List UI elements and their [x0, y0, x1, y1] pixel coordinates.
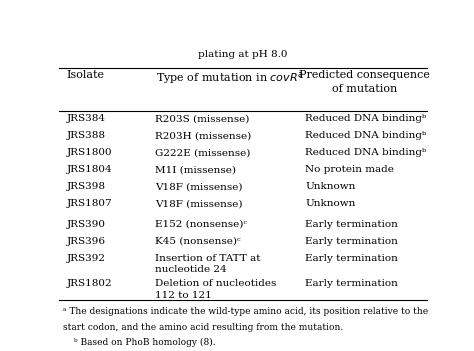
- Text: plating at pH 8.0: plating at pH 8.0: [198, 50, 288, 59]
- Text: JRS384: JRS384: [66, 114, 106, 123]
- Text: JRS392: JRS392: [66, 254, 106, 263]
- Text: Type of mutation in $\it{covR}$$^{a}$: Type of mutation in $\it{covR}$$^{a}$: [156, 71, 304, 86]
- Text: M1I (missense): M1I (missense): [155, 165, 236, 174]
- Text: K45 (nonsense)ᶜ: K45 (nonsense)ᶜ: [155, 237, 240, 246]
- Text: ᵃ The designations indicate the wild-type amino acid, its position relative to t: ᵃ The designations indicate the wild-typ…: [63, 307, 428, 316]
- Text: Reduced DNA bindingᵇ: Reduced DNA bindingᵇ: [305, 148, 427, 157]
- Text: JRS388: JRS388: [66, 131, 106, 140]
- Text: Unknown: Unknown: [305, 199, 356, 208]
- Text: JRS1800: JRS1800: [66, 148, 112, 157]
- Text: V18F (missense): V18F (missense): [155, 199, 242, 208]
- Text: Reduced DNA bindingᵇ: Reduced DNA bindingᵇ: [305, 114, 427, 123]
- Text: JRS398: JRS398: [66, 183, 106, 191]
- Text: Isolate: Isolate: [66, 71, 105, 80]
- Text: No protein made: No protein made: [305, 165, 394, 174]
- Text: G222E (missense): G222E (missense): [155, 148, 250, 157]
- Text: Predicted consequence
of mutation: Predicted consequence of mutation: [299, 71, 429, 94]
- Text: R203S (missense): R203S (missense): [155, 114, 249, 123]
- Text: JRS1802: JRS1802: [66, 279, 112, 289]
- Text: Early termination: Early termination: [305, 254, 398, 263]
- Text: R203H (missense): R203H (missense): [155, 131, 251, 140]
- Text: Early termination: Early termination: [305, 220, 398, 229]
- Text: JRS1804: JRS1804: [66, 165, 112, 174]
- Text: Early termination: Early termination: [305, 237, 398, 246]
- Text: E152 (nonsense)ᶜ: E152 (nonsense)ᶜ: [155, 220, 247, 229]
- Text: JRS396: JRS396: [66, 237, 106, 246]
- Text: Insertion of TATT at
nucleotide 24: Insertion of TATT at nucleotide 24: [155, 254, 260, 274]
- Text: start codon, and the amino acid resulting from the mutation.: start codon, and the amino acid resultin…: [63, 323, 343, 332]
- Text: Deletion of nucleotides
112 to 121: Deletion of nucleotides 112 to 121: [155, 279, 276, 299]
- Text: ᵇ Based on PhoB homology (8).: ᵇ Based on PhoB homology (8).: [74, 338, 216, 347]
- Text: JRS390: JRS390: [66, 220, 106, 229]
- Text: V18F (missense): V18F (missense): [155, 183, 242, 191]
- Text: Reduced DNA bindingᵇ: Reduced DNA bindingᵇ: [305, 131, 427, 140]
- Text: JRS1807: JRS1807: [66, 199, 112, 208]
- Text: Unknown: Unknown: [305, 183, 356, 191]
- Text: Early termination: Early termination: [305, 279, 398, 289]
